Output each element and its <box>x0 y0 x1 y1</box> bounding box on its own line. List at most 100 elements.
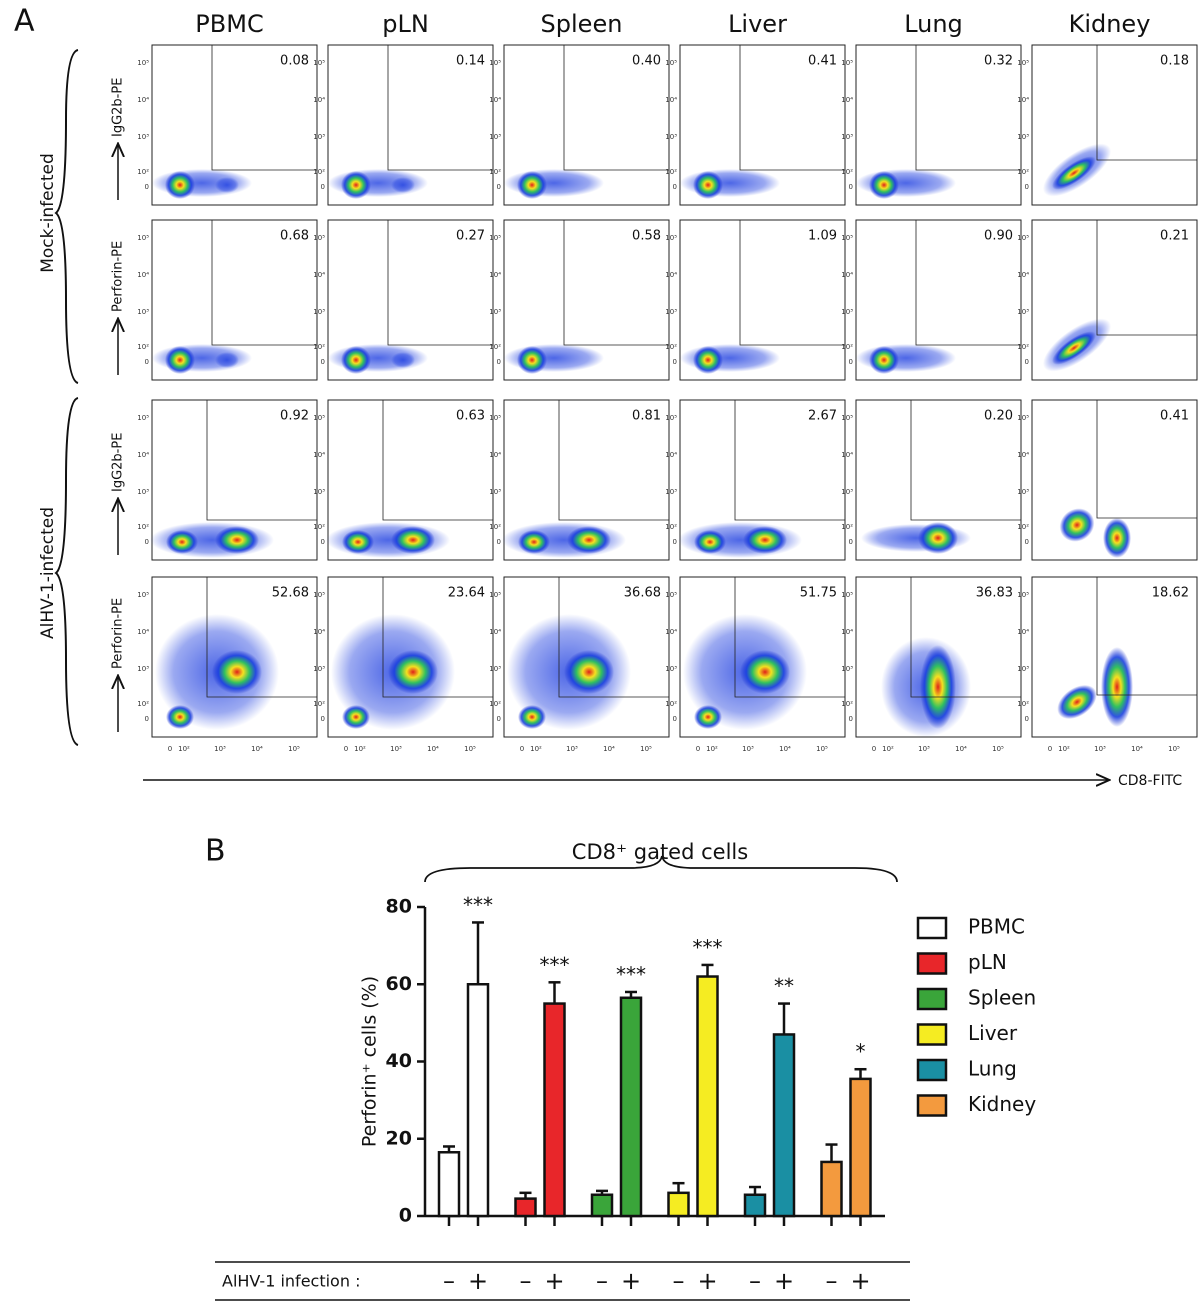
density-cloud <box>150 522 274 558</box>
x-axis-label: AlHV-1 infection : <box>222 1272 360 1291</box>
y-tick-label: 0 <box>497 358 501 366</box>
y-tick-label: 10² <box>665 168 677 176</box>
density-cloud <box>1042 318 1112 372</box>
y-tick-label: 10³ <box>1017 308 1029 316</box>
y-tick-label: 10⁵ <box>137 234 149 242</box>
x-tick-label: 10⁴ <box>427 745 439 753</box>
y-tick-label: 10⁵ <box>489 591 501 599</box>
y-tick-label: 10⁴ <box>489 451 501 459</box>
bar <box>743 1193 767 1218</box>
y-tick-label: 10² <box>665 523 677 531</box>
group-label: AlHV-1-infected <box>38 507 58 639</box>
legend-swatch <box>916 987 948 1011</box>
gate <box>211 45 317 171</box>
density-cloud <box>1057 647 1133 727</box>
legend-swatch <box>916 952 948 975</box>
x-tick-label: 10³ <box>1094 745 1106 753</box>
y-tick-label: 10³ <box>137 665 149 673</box>
y-tick-label: 0 <box>497 183 501 191</box>
y-tick-label: 10³ <box>1017 665 1029 673</box>
y-tick-label: 10⁵ <box>489 59 501 67</box>
density-cloud <box>504 344 604 374</box>
y-tick-label: 10³ <box>841 133 853 141</box>
x-tick-label: 10⁵ <box>464 745 476 753</box>
y-tick-label: 0 <box>145 538 149 546</box>
y-tick-label: 10⁵ <box>841 414 853 422</box>
y-tick-label: 10⁵ <box>313 414 325 422</box>
y-tick-label: 10⁴ <box>665 451 677 459</box>
y-tick-label: 0 <box>1025 715 1029 723</box>
y-tick-label: 10³ <box>665 308 677 316</box>
y-tick-label: 10⁵ <box>841 234 853 242</box>
significance: *** <box>616 962 646 986</box>
density-cloud <box>152 169 252 199</box>
gate-value: 0.41 <box>808 54 837 69</box>
x-tick-label: 0 <box>344 745 348 753</box>
y-tick-label: 0 <box>145 358 149 366</box>
y-tick-label: 10⁴ <box>841 628 853 636</box>
density-cloud <box>328 344 428 374</box>
gate-value: 36.68 <box>624 586 661 601</box>
y-tick-label: 10³ <box>841 665 853 673</box>
x-tick-label: 0 <box>520 745 524 753</box>
gate-value: 0.81 <box>632 409 661 424</box>
gate <box>734 577 845 698</box>
significance: *** <box>463 893 493 917</box>
y-axis-label: Perforin⁺ cells (%) <box>359 976 381 1147</box>
column-header: PBMC <box>195 10 263 38</box>
y-tick-label: 0 <box>1025 538 1029 546</box>
y-tick-label: 0 <box>849 715 853 723</box>
bar <box>514 1197 537 1218</box>
y-tick-label: 10³ <box>313 665 325 673</box>
brace <box>54 397 79 746</box>
density-cloud <box>504 169 604 199</box>
y-tick-label: 10⁵ <box>665 59 677 67</box>
x-tick-label: 0 <box>1048 745 1052 753</box>
y-tick-label: 0 <box>145 715 149 723</box>
y-tick-label: 0 <box>1025 358 1029 366</box>
gate-value: 0.41 <box>1160 409 1189 424</box>
y-tick-label: 10⁵ <box>313 59 325 67</box>
x-tick-label: 10⁴ <box>1131 745 1143 753</box>
gate <box>915 45 1021 171</box>
y-axis-label: Perforin-PE <box>111 241 126 312</box>
y-axis-label: Perforin-PE <box>111 598 126 669</box>
density-cloud <box>155 614 279 730</box>
gate-value: 0.21 <box>1160 229 1189 244</box>
y-tick-label: 10⁴ <box>313 628 325 636</box>
gate <box>1096 400 1197 519</box>
significance: * <box>856 1040 866 1064</box>
y-tick-label: 10² <box>1017 343 1029 351</box>
bar <box>772 1033 796 1218</box>
legend-swatch <box>916 1023 948 1046</box>
gate-value: 52.68 <box>272 586 309 601</box>
x-tick-label: 10³ <box>918 745 930 753</box>
y-tick-label: 10³ <box>489 665 501 673</box>
bar <box>437 1151 461 1218</box>
gate <box>387 45 493 171</box>
y-tick-label: 10⁴ <box>665 96 677 104</box>
y-tick-label: 10³ <box>137 308 149 316</box>
gate <box>739 45 845 171</box>
y-tick-label: 0 <box>399 1205 412 1227</box>
gate <box>558 577 669 698</box>
density-cloud <box>502 522 626 558</box>
chart-title: CD8⁺ gated cells <box>572 840 748 864</box>
y-tick-label: 10³ <box>489 488 501 496</box>
y-tick-label: 10⁵ <box>665 234 677 242</box>
y-tick-label: 10² <box>841 700 853 708</box>
gate <box>206 400 317 521</box>
y-tick-label: 10² <box>489 168 501 176</box>
y-tick-label: 10⁴ <box>489 628 501 636</box>
y-tick-label: 10² <box>489 343 501 351</box>
gate-value: 0.63 <box>456 409 485 424</box>
gate-value: 51.75 <box>800 586 837 601</box>
y-tick-label: 10³ <box>313 488 325 496</box>
x-tick-label: 0 <box>872 745 876 753</box>
panel-label: B <box>205 834 226 869</box>
y-tick-label: 10⁴ <box>665 271 677 279</box>
y-tick-label: 10⁴ <box>313 451 325 459</box>
gate-value: 0.68 <box>280 229 309 244</box>
y-tick-label: 10² <box>489 523 501 531</box>
x-tick-label: 10³ <box>214 745 226 753</box>
